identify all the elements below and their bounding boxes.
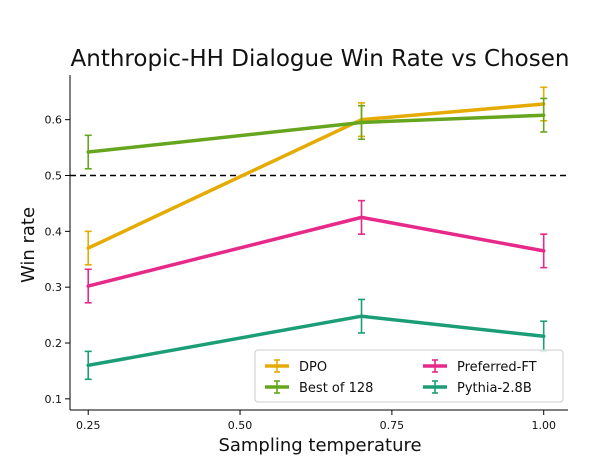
legend-item: Pythia-2.8B xyxy=(423,380,532,396)
chart-title: Anthropic-HH Dialogue Win Rate vs Chosen xyxy=(71,46,570,72)
legend-label: Pythia-2.8B xyxy=(457,381,532,396)
legend-label: DPO xyxy=(299,360,327,375)
x-tick-label: 0.75 xyxy=(380,419,405,432)
legend-item: Best of 128 xyxy=(265,380,373,396)
series-line-1 xyxy=(86,113,546,154)
y-tick-label: 0.5 xyxy=(45,170,63,183)
y-axis-label: Win rate xyxy=(18,207,39,283)
legend-label: Preferred-FT xyxy=(457,360,537,375)
x-tick-label: 1.00 xyxy=(531,419,556,432)
legend-label: Best of 128 xyxy=(299,381,373,396)
y-tick-label: 0.3 xyxy=(45,281,63,294)
series-line-2 xyxy=(86,215,546,288)
x-axis-label: Sampling temperature xyxy=(218,435,421,456)
y-tick-label: 0.6 xyxy=(45,114,63,127)
x-tick-label: 0.50 xyxy=(228,419,253,432)
legend-item: Preferred-FT xyxy=(423,359,537,375)
x-tick-label: 0.25 xyxy=(76,419,101,432)
legend-item: DPO xyxy=(265,359,327,375)
legend-box xyxy=(254,349,564,403)
plot-area: 0.25 0.50 0.75 1.00 0.1 0.2 0.3 0.4 0.5 0.6 xyxy=(45,75,568,432)
y-tick-label: 0.1 xyxy=(45,393,63,406)
legend: DPO Best of 128 Preferred-FT Pythia-2.8B xyxy=(254,349,564,403)
y-tick-label: 0.2 xyxy=(45,337,63,350)
y-tick-label: 0.4 xyxy=(45,225,63,238)
